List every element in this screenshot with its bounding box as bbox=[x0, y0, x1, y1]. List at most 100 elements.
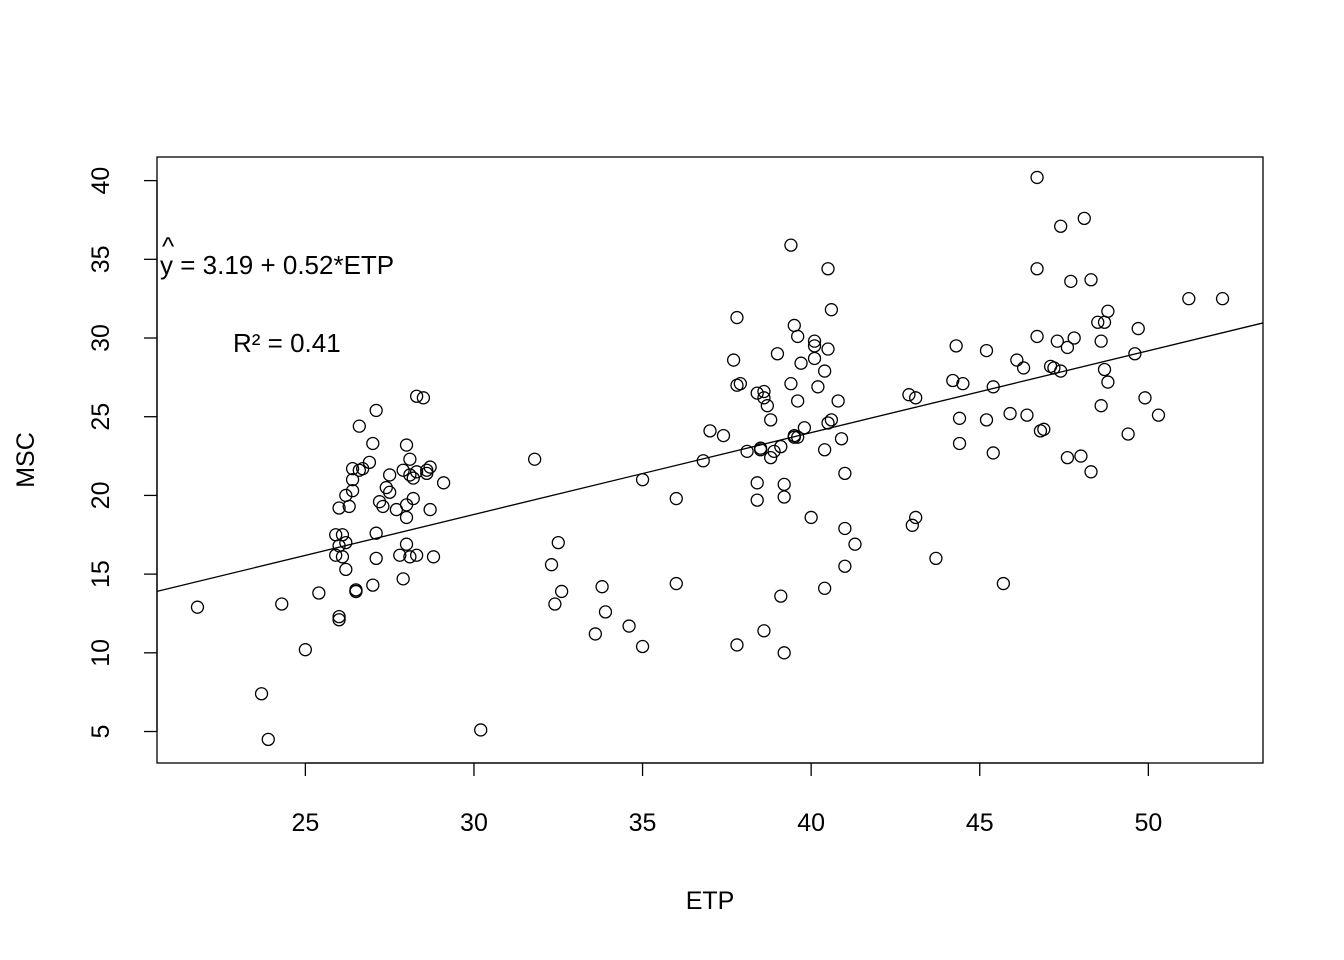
data-point bbox=[791, 394, 805, 408]
x-tick-label: 25 bbox=[291, 809, 319, 837]
data-point bbox=[797, 421, 812, 435]
data-point bbox=[1215, 292, 1230, 306]
data-point bbox=[750, 476, 764, 490]
data-point bbox=[635, 639, 650, 654]
data-point bbox=[952, 411, 967, 425]
data-point bbox=[791, 430, 805, 444]
data-point bbox=[342, 499, 356, 514]
y-tick-label: 35 bbox=[87, 245, 115, 273]
data-point bbox=[784, 238, 798, 252]
data-point bbox=[787, 318, 801, 333]
data-point bbox=[261, 732, 275, 747]
y-tick-label: 15 bbox=[87, 560, 115, 588]
data-point bbox=[669, 491, 683, 506]
data-point bbox=[345, 462, 360, 476]
data-point bbox=[979, 343, 994, 358]
data-point bbox=[905, 518, 919, 532]
data-point bbox=[1138, 391, 1152, 405]
data-point bbox=[396, 463, 410, 477]
data-point bbox=[740, 444, 754, 458]
y-tick-label: 25 bbox=[87, 403, 115, 431]
data-point bbox=[275, 597, 289, 611]
data-point bbox=[821, 416, 835, 430]
data-point bbox=[1016, 361, 1031, 375]
data-point bbox=[1020, 408, 1034, 422]
data-point bbox=[329, 528, 343, 542]
data-point bbox=[635, 473, 650, 487]
data-point bbox=[436, 476, 451, 490]
data-point bbox=[548, 597, 562, 611]
data-point bbox=[1060, 450, 1075, 465]
data-point bbox=[794, 356, 808, 370]
data-point bbox=[1131, 321, 1145, 336]
data-point bbox=[298, 643, 313, 657]
data-point bbox=[1091, 315, 1105, 329]
data-point bbox=[409, 465, 424, 479]
data-point bbox=[335, 550, 350, 564]
data-point bbox=[1101, 304, 1115, 318]
data-point bbox=[956, 377, 970, 391]
data-point bbox=[1121, 427, 1135, 441]
data-point bbox=[784, 377, 798, 391]
data-point bbox=[622, 619, 636, 633]
data-point bbox=[332, 613, 346, 627]
data-point bbox=[406, 471, 420, 485]
data-point bbox=[1182, 292, 1196, 306]
data-point bbox=[329, 548, 343, 562]
data-point bbox=[730, 638, 744, 652]
data-point bbox=[403, 452, 417, 466]
data-point bbox=[824, 303, 839, 317]
data-point bbox=[554, 584, 569, 599]
data-point bbox=[986, 380, 1000, 394]
regression-line bbox=[156, 322, 1264, 593]
data-point bbox=[423, 502, 437, 517]
data-point bbox=[1097, 362, 1112, 377]
data-point bbox=[1074, 449, 1088, 463]
data-point bbox=[420, 463, 434, 477]
plot-frame bbox=[156, 156, 1264, 764]
data-point bbox=[369, 551, 383, 566]
y-tick-label: 40 bbox=[87, 167, 115, 195]
data-point bbox=[420, 466, 434, 481]
data-point bbox=[393, 548, 407, 562]
data-point bbox=[1030, 262, 1044, 276]
data-point bbox=[426, 550, 441, 564]
data-point bbox=[774, 589, 788, 603]
data-point bbox=[349, 584, 363, 599]
data-point bbox=[1084, 273, 1098, 287]
x-axis-label: ETP bbox=[686, 887, 735, 915]
data-point bbox=[952, 436, 967, 451]
data-point bbox=[1050, 334, 1064, 348]
data-point bbox=[777, 477, 791, 492]
data-point bbox=[1101, 375, 1115, 389]
r-squared-label: R² = 0.41 bbox=[233, 328, 341, 358]
data-point bbox=[834, 432, 849, 446]
data-point bbox=[332, 501, 346, 515]
data-point bbox=[777, 646, 791, 660]
x-axis: 25 30 35 40 45 50 bbox=[291, 762, 1162, 837]
data-point bbox=[406, 491, 420, 506]
y-tick-label: 5 bbox=[87, 725, 115, 739]
data-point bbox=[1128, 347, 1142, 361]
data-point bbox=[804, 510, 818, 525]
data-point bbox=[770, 347, 785, 361]
data-point bbox=[254, 687, 269, 701]
data-point bbox=[474, 723, 488, 737]
data-point bbox=[396, 572, 410, 586]
data-point bbox=[838, 466, 852, 481]
data-point bbox=[528, 452, 542, 466]
data-point bbox=[399, 498, 414, 512]
regression-layer bbox=[156, 322, 1264, 593]
data-point bbox=[824, 413, 839, 427]
data-point bbox=[403, 468, 417, 482]
data-point bbox=[409, 389, 424, 403]
regression-equation-hat: ^ bbox=[162, 231, 175, 261]
data-point bbox=[190, 600, 205, 614]
data-point bbox=[817, 364, 832, 378]
data-point bbox=[332, 609, 346, 624]
data-point bbox=[817, 581, 832, 595]
data-point bbox=[544, 558, 559, 572]
data-point bbox=[909, 510, 923, 525]
data-point bbox=[726, 353, 741, 367]
data-point bbox=[750, 386, 764, 400]
